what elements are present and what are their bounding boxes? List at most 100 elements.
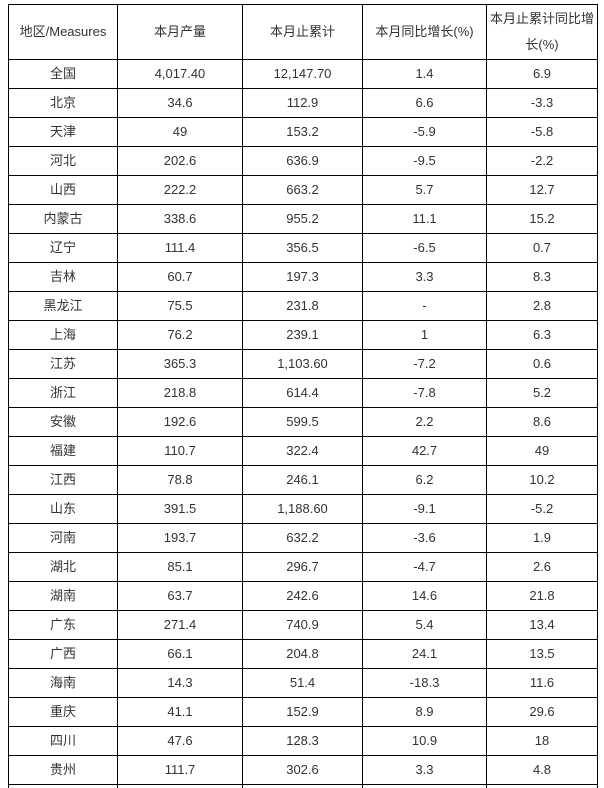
cum-yoy-cell: 10.2 (486, 465, 598, 495)
monthly-output-cell: 202.6 (117, 146, 243, 176)
monthly-output-cell: 192.6 (117, 407, 243, 437)
mom-yoy-cell: 14.6 (362, 581, 487, 611)
table-row: 安徽 192.6 599.5 2.2 8.6 (8, 407, 598, 437)
cum-yoy-cell: 6.3 (486, 320, 598, 350)
region-cell: 四川 (8, 726, 118, 756)
cum-yoy-cell: 1.9 (486, 523, 598, 553)
monthly-output-cell: 4,017.40 (117, 59, 243, 89)
monthly-output-cell: 338.6 (117, 204, 243, 234)
mom-yoy-cell: 3.3 (362, 262, 487, 292)
monthly-output-cell: 110.7 (117, 436, 243, 466)
cum-yoy-cell: 5.2 (486, 378, 598, 408)
cum-yoy-cell: -2.2 (486, 146, 598, 176)
region-cell: 安徽 (8, 407, 118, 437)
mom-yoy-cell: 6.6 (362, 88, 487, 118)
mom-yoy-cell: 5.7 (362, 175, 487, 205)
table-row: 上海 76.2 239.1 1 6.3 (8, 320, 598, 350)
cum-yoy-cell: 8.3 (486, 262, 598, 292)
mom-yoy-cell (362, 784, 487, 788)
mom-yoy-cell: -3.6 (362, 523, 487, 553)
region-cell: 重庆 (8, 697, 118, 727)
monthly-output-cell: 78.8 (117, 465, 243, 495)
cumulative-cell: 242.6 (242, 581, 363, 611)
monthly-output-cell: 222.2 (117, 175, 243, 205)
monthly-output-cell: 49 (117, 117, 243, 147)
cumulative-cell: 322.4 (242, 436, 363, 466)
region-cell: 全国 (8, 59, 118, 89)
cumulative-cell (242, 784, 363, 788)
cum-yoy-cell: 21.8 (486, 581, 598, 611)
table-row: 河南 193.7 632.2 -3.6 1.9 (8, 523, 598, 553)
region-cell: 浙江 (8, 378, 118, 408)
cumulative-cell: 204.8 (242, 639, 363, 669)
table-row: 全国 4,017.40 12,147.70 1.4 6.9 (8, 59, 598, 89)
cumulative-cell: 740.9 (242, 610, 363, 640)
mom-yoy-cell: -5.9 (362, 117, 487, 147)
mom-yoy-cell: 24.1 (362, 639, 487, 669)
cumulative-cell: 356.5 (242, 233, 363, 263)
monthly-output-cell: 76.2 (117, 320, 243, 350)
mom-yoy-cell: -7.8 (362, 378, 487, 408)
table-row: 内蒙古 338.6 955.2 11.1 15.2 (8, 204, 598, 234)
monthly-output-cell: 218.8 (117, 378, 243, 408)
region-cell: 福建 (8, 436, 118, 466)
cum-yoy-cell: 8.6 (486, 407, 598, 437)
cum-yoy-cell: 11.6 (486, 668, 598, 698)
monthly-output-cell: 75.5 (117, 291, 243, 321)
table-row: 天津 49 153.2 -5.9 -5.8 (8, 117, 598, 147)
mom-yoy-cell: -7.2 (362, 349, 487, 379)
monthly-output-cell: 111.7 (117, 755, 243, 785)
cum-yoy-cell: 0.6 (486, 349, 598, 379)
region-cell: 山东 (8, 494, 118, 524)
table-row: 福建 110.7 322.4 42.7 49 (8, 436, 598, 466)
cumulative-cell: 636.9 (242, 146, 363, 176)
table-row: 黑龙江 75.5 231.8-2.8 (8, 291, 598, 321)
cumulative-cell: 152.9 (242, 697, 363, 727)
cum-yoy-cell: 13.4 (486, 610, 598, 640)
cumulative-cell: 246.1 (242, 465, 363, 495)
region-cell: 湖北 (8, 552, 118, 582)
cumulative-cell: 51.4 (242, 668, 363, 698)
cum-yoy-cell: 13.5 (486, 639, 598, 669)
cumulative-cell: 128.3 (242, 726, 363, 756)
mom-yoy-cell: 3.3 (362, 755, 487, 785)
cumulative-cell: 632.2 (242, 523, 363, 553)
cumulative-cell: 239.1 (242, 320, 363, 350)
monthly-output-cell: 47.6 (117, 726, 243, 756)
mom-yoy-cell: 1 (362, 320, 487, 350)
region-cell: 湖南 (8, 581, 118, 611)
table-row: 辽宁 111.4 356.5 -6.5 0.7 (8, 233, 598, 263)
cumulative-cell: 153.2 (242, 117, 363, 147)
mom-yoy-cell: -9.1 (362, 494, 487, 524)
region-cell: 山西 (8, 175, 118, 205)
mom-yoy-cell: 2.2 (362, 407, 487, 437)
region-cell: 内蒙古 (8, 204, 118, 234)
cumulative-cell: 663.2 (242, 175, 363, 205)
cumulative-cell: 614.4 (242, 378, 363, 408)
monthly-output-cell: 85.1 (117, 552, 243, 582)
mom-yoy-cell: 5.4 (362, 610, 487, 640)
cumulative-cell: 197.3 (242, 262, 363, 292)
monthly-output-cell (117, 784, 243, 788)
region-cell: 辽宁 (8, 233, 118, 263)
table-row: 吉林 60.7 197.3 3.3 8.3 (8, 262, 598, 292)
column-header-mom-yoy-growth: 本月同比增长(%) (362, 4, 487, 60)
table-row: 海南 14.3 51.4 -18.3 11.6 (8, 668, 598, 698)
column-header-monthly-output: 本月产量 (117, 4, 243, 60)
cum-yoy-cell: 15.2 (486, 204, 598, 234)
region-cell: 河南 (8, 523, 118, 553)
cum-yoy-cell: 6.9 (486, 59, 598, 89)
cum-yoy-cell: 12.7 (486, 175, 598, 205)
mom-yoy-cell: -18.3 (362, 668, 487, 698)
monthly-output-cell: 193.7 (117, 523, 243, 553)
cumulative-cell: 231.8 (242, 291, 363, 321)
table-row: 广东 271.4 740.9 5.4 13.4 (8, 610, 598, 640)
cumulative-cell: 296.7 (242, 552, 363, 582)
table-row: 湖南 63.7 242.6 14.6 21.8 (8, 581, 598, 611)
table-row: 贵州 111.7 302.6 3.3 4.8 (8, 755, 598, 785)
region-cell: 北京 (8, 88, 118, 118)
cum-yoy-cell: 29.6 (486, 697, 598, 727)
region-cell: 河北 (8, 146, 118, 176)
region-cell: 上海 (8, 320, 118, 350)
